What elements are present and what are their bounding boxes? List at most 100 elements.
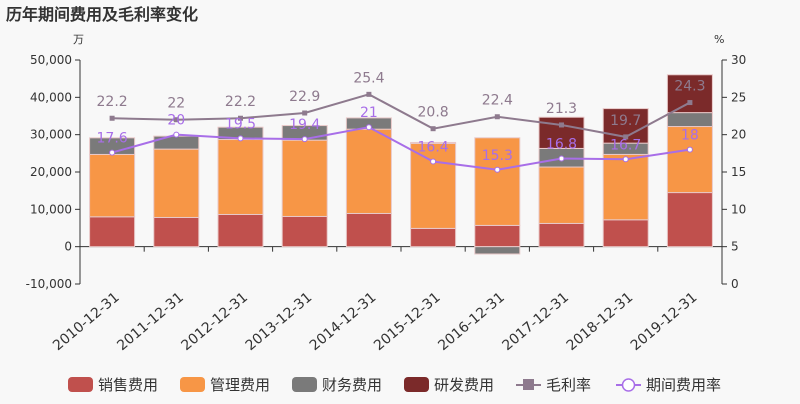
bar-财务费用[interactable] bbox=[474, 246, 521, 255]
data-label-期间费用率: 21 bbox=[360, 105, 378, 121]
left-tick-label: -10,000 bbox=[26, 277, 72, 291]
bar-销售费用[interactable] bbox=[217, 213, 264, 248]
bar-财务费用[interactable] bbox=[410, 141, 457, 144]
data-label-毛利率: 24.3 bbox=[674, 79, 705, 95]
legend-item-销售费用[interactable]: 销售费用 bbox=[68, 376, 158, 394]
data-label-毛利率: 19.7 bbox=[610, 113, 641, 129]
right-tick-label: 25 bbox=[731, 90, 746, 104]
bar-销售费用[interactable] bbox=[538, 222, 585, 248]
data-label-期间费用率: 19.4 bbox=[289, 117, 320, 133]
point-毛利率[interactable] bbox=[430, 126, 436, 132]
point-期间费用率[interactable] bbox=[558, 155, 565, 162]
line-毛利率 bbox=[112, 93, 691, 138]
bar-销售费用[interactable] bbox=[666, 192, 713, 248]
legend-item-毛利率[interactable]: 毛利率 bbox=[516, 376, 591, 394]
point-毛利率[interactable] bbox=[623, 134, 629, 140]
bar-管理费用[interactable] bbox=[666, 126, 713, 194]
legend-label: 研发费用 bbox=[434, 376, 494, 394]
legend-label: 销售费用 bbox=[98, 376, 158, 394]
data-label-期间费用率: 16.4 bbox=[418, 140, 449, 156]
data-label-毛利率: 22 bbox=[167, 96, 185, 112]
point-期间费用率[interactable] bbox=[237, 135, 244, 142]
right-axis-unit: % bbox=[714, 33, 724, 46]
bar-管理费用[interactable] bbox=[602, 153, 649, 221]
point-毛利率[interactable] bbox=[559, 122, 564, 128]
x-tick-label: 2012-12-31 bbox=[178, 289, 251, 354]
left-tick-label: 20,000 bbox=[30, 165, 72, 179]
bar-销售费用[interactable] bbox=[602, 219, 649, 248]
point-期间费用率[interactable] bbox=[622, 156, 629, 163]
point-期间费用率[interactable] bbox=[430, 158, 437, 165]
bar-销售费用[interactable] bbox=[410, 227, 457, 248]
left-tick-label: 50,000 bbox=[30, 53, 72, 67]
bar-研发费用[interactable] bbox=[538, 116, 585, 149]
point-毛利率[interactable] bbox=[173, 117, 179, 123]
x-tick-label: 2019-12-31 bbox=[628, 289, 701, 354]
legend-label: 期间费用率 bbox=[646, 376, 721, 394]
legend-swatch bbox=[404, 377, 429, 392]
legend-label: 财务费用 bbox=[322, 376, 382, 394]
legend-marker bbox=[523, 379, 534, 390]
data-label-期间费用率: 19.5 bbox=[225, 116, 256, 132]
right-tick-label: 15 bbox=[731, 165, 746, 179]
bar-销售费用[interactable] bbox=[89, 216, 136, 248]
left-tick-label: 40,000 bbox=[30, 90, 72, 104]
x-tick-label: 2015-12-31 bbox=[371, 289, 444, 354]
point-毛利率[interactable] bbox=[109, 115, 115, 121]
chart-title: 历年期间费用及毛利率变化 bbox=[6, 5, 198, 24]
bar-管理费用[interactable] bbox=[345, 128, 392, 214]
bar-管理费用[interactable] bbox=[538, 166, 585, 224]
right-tick-label: 0 bbox=[731, 277, 739, 291]
data-label-毛利率: 22.9 bbox=[289, 89, 320, 105]
legend-swatch bbox=[292, 377, 317, 392]
left-axis-unit: 万 bbox=[73, 33, 84, 46]
point-毛利率[interactable] bbox=[302, 110, 308, 116]
x-tick-label: 2017-12-31 bbox=[499, 289, 572, 354]
right-tick-label: 20 bbox=[731, 128, 746, 142]
left-tick-label: 30,000 bbox=[30, 128, 72, 142]
point-毛利率[interactable] bbox=[687, 100, 693, 106]
bar-管理费用[interactable] bbox=[281, 139, 328, 217]
bar-财务费用[interactable] bbox=[666, 112, 713, 128]
data-label-毛利率: 22.2 bbox=[225, 94, 256, 110]
legend-item-管理费用[interactable]: 管理费用 bbox=[180, 376, 270, 394]
x-tick-label: 2018-12-31 bbox=[564, 289, 637, 354]
legend-swatch bbox=[180, 377, 205, 392]
legend-item-研发费用[interactable]: 研发费用 bbox=[404, 376, 494, 394]
point-期间费用率[interactable] bbox=[365, 124, 372, 131]
point-期间费用率[interactable] bbox=[173, 131, 180, 138]
right-tick-label: 10 bbox=[731, 202, 746, 216]
bar-管理费用[interactable] bbox=[89, 153, 136, 218]
bar-管理费用[interactable] bbox=[153, 148, 200, 218]
bar-销售费用[interactable] bbox=[345, 212, 392, 248]
bar-研发费用[interactable] bbox=[666, 74, 713, 114]
data-label-期间费用率: 17.6 bbox=[97, 131, 128, 147]
x-tick-label: 2011-12-31 bbox=[114, 289, 187, 354]
bar-管理费用[interactable] bbox=[410, 142, 457, 229]
legend-label: 管理费用 bbox=[210, 376, 270, 394]
point-期间费用率[interactable] bbox=[686, 146, 693, 153]
legend-swatch bbox=[68, 377, 93, 392]
point-期间费用率[interactable] bbox=[301, 136, 308, 143]
point-期间费用率[interactable] bbox=[109, 149, 116, 156]
x-tick-label: 2016-12-31 bbox=[435, 289, 508, 354]
point-期间费用率[interactable] bbox=[494, 166, 501, 173]
line-期间费用率 bbox=[111, 126, 691, 171]
data-label-毛利率: 20.8 bbox=[418, 105, 449, 121]
legend-item-期间费用率[interactable]: 期间费用率 bbox=[616, 376, 721, 394]
legend-item-财务费用[interactable]: 财务费用 bbox=[292, 376, 382, 394]
bar-销售费用[interactable] bbox=[474, 224, 521, 248]
data-label-毛利率: 22.4 bbox=[482, 93, 513, 109]
bar-销售费用[interactable] bbox=[153, 216, 200, 248]
bar-管理费用[interactable] bbox=[217, 139, 264, 215]
point-毛利率[interactable] bbox=[366, 91, 372, 97]
bar-销售费用[interactable] bbox=[281, 215, 328, 248]
bar-管理费用[interactable] bbox=[474, 137, 521, 226]
point-毛利率[interactable] bbox=[238, 115, 243, 121]
point-毛利率[interactable] bbox=[494, 114, 500, 120]
data-label-期间费用率: 16.7 bbox=[610, 137, 641, 153]
left-tick-label: 0 bbox=[64, 240, 72, 254]
x-tick-label: 2014-12-31 bbox=[307, 289, 380, 354]
legend-label: 毛利率 bbox=[546, 376, 591, 394]
